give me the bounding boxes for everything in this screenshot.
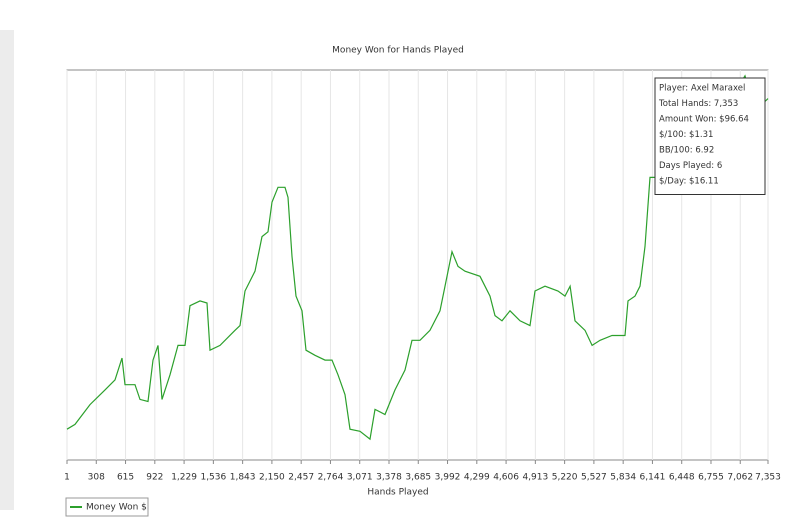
x-tick-label: 1,229 xyxy=(171,473,197,483)
x-tick-label: 1,536 xyxy=(200,473,226,483)
info-text: Player: Axel Maraxel xyxy=(659,84,745,94)
legend-label: Money Won $ xyxy=(86,503,147,513)
x-tick-label: 1,843 xyxy=(230,473,256,483)
x-tick-label: 3,685 xyxy=(405,473,431,483)
x-tick-label: 3,992 xyxy=(435,473,461,483)
data-line xyxy=(66,74,769,441)
info-text: $/Day: $16.11 xyxy=(659,177,719,187)
x-tick-label: 922 xyxy=(146,473,163,483)
x-tick-label: 2,150 xyxy=(259,473,285,483)
x-tick-label: 5,834 xyxy=(610,473,636,483)
info-text: Days Played: 6 xyxy=(659,161,722,171)
legend-box xyxy=(65,497,149,517)
x-tick-label: 2,764 xyxy=(318,473,344,483)
x-tick-label: 4,299 xyxy=(464,473,490,483)
x-tick-label: 5,220 xyxy=(552,473,578,483)
info-text: $/100: $1.31 xyxy=(659,130,713,140)
chart-title: Money Won for Hands Played xyxy=(332,46,464,56)
info-text: BB/100: 6.92 xyxy=(659,146,714,156)
x-tick-label: 6,755 xyxy=(698,473,724,483)
x-tick-label: 7,353 xyxy=(755,473,781,483)
x-tick-label: 2,457 xyxy=(288,473,314,483)
info-text: Amount Won: $96.64 xyxy=(659,115,749,125)
x-tick-label: 3,378 xyxy=(376,473,402,483)
x-tick-label: 4,913 xyxy=(522,473,548,483)
x-tick-label: 308 xyxy=(88,473,105,483)
info-text: Total Hands: 7,353 xyxy=(658,99,738,109)
x-tick-label: 6,448 xyxy=(669,473,695,483)
x-tick-label: 5,527 xyxy=(581,473,607,483)
x-tick-label: 3,071 xyxy=(347,473,373,483)
x-axis-label: Hands Played xyxy=(367,488,428,498)
x-tick-label: 7,062 xyxy=(727,473,753,483)
x-tick-label: 1 xyxy=(64,473,70,483)
x-tick-label: 6,141 xyxy=(640,473,666,483)
x-tick-label: 4,606 xyxy=(493,473,519,483)
side-panel xyxy=(0,30,14,510)
info-box xyxy=(654,77,766,195)
x-tick-label: 615 xyxy=(117,473,134,483)
